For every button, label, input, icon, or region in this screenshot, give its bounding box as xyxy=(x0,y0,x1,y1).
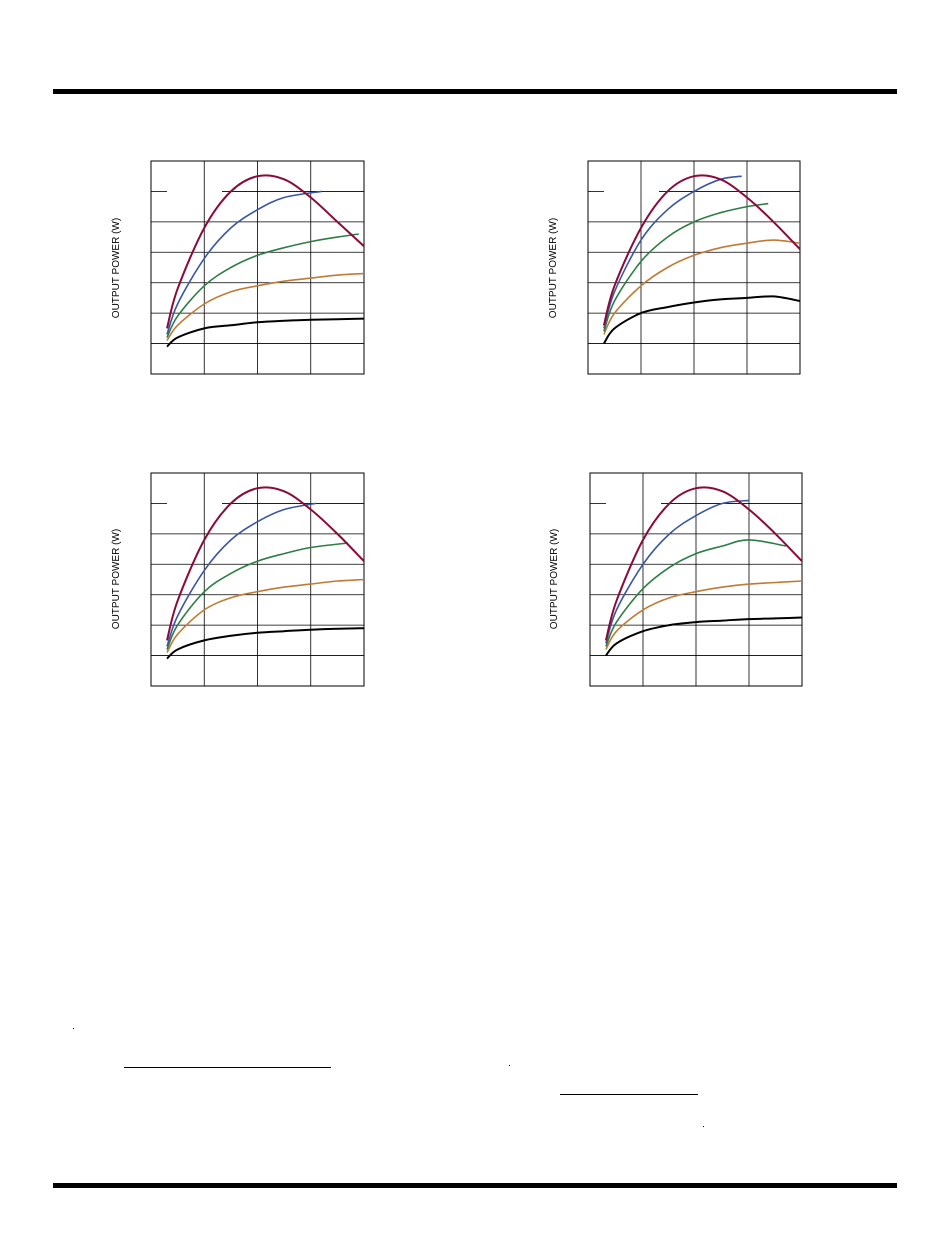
series-line-5 xyxy=(602,174,800,326)
series-line-2 xyxy=(166,272,364,341)
footer-rule xyxy=(53,1183,897,1188)
chart-panel-1: OUTPUT POWER (W) xyxy=(111,160,365,375)
plot-frame xyxy=(587,160,801,375)
series-line-2 xyxy=(605,580,802,650)
series-line-1 xyxy=(166,627,364,660)
plot-frame xyxy=(589,472,803,687)
series-line-3 xyxy=(605,539,787,647)
series-line-1 xyxy=(166,317,364,348)
dot-mark xyxy=(73,1028,74,1029)
series-line-4 xyxy=(605,499,750,644)
y-axis-label: OUTPUT POWER (W) xyxy=(548,218,559,318)
dot-mark xyxy=(703,1126,704,1127)
chart-panel-4: OUTPUT POWER (W) xyxy=(549,472,803,687)
series-line-1 xyxy=(605,616,802,657)
series-line-1 xyxy=(603,295,800,345)
chart-panel-3: OUTPUT POWER (W) xyxy=(111,472,365,687)
y-axis-label: OUTPUT POWER (W) xyxy=(549,529,560,629)
plot-frame xyxy=(150,160,365,375)
series-line-5 xyxy=(166,174,364,329)
series-line-5 xyxy=(166,486,364,641)
underline-rule xyxy=(560,1094,698,1095)
chart-panel-2: OUTPUT POWER (W) xyxy=(548,160,801,375)
series-line-2 xyxy=(166,578,364,653)
y-axis-label: OUTPUT POWER (W) xyxy=(111,218,122,318)
series-line-3 xyxy=(166,542,349,650)
series-line-3 xyxy=(166,233,359,338)
underline-rule xyxy=(124,1067,331,1068)
header-rule xyxy=(53,89,897,94)
series-line-5 xyxy=(604,486,802,641)
series-line-4 xyxy=(166,502,317,647)
y-axis-label: OUTPUT POWER (W) xyxy=(111,529,122,629)
series-line-2 xyxy=(603,239,800,335)
series-line-4 xyxy=(166,190,322,335)
series-line-3 xyxy=(603,202,769,332)
dot-mark xyxy=(509,1065,510,1066)
